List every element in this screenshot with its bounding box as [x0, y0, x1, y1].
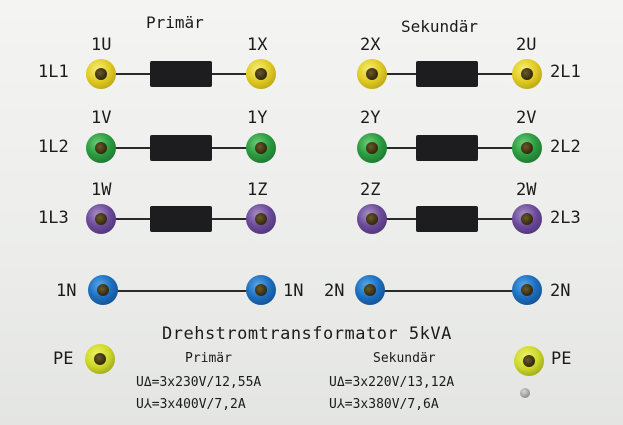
neutral-wire-secondary [376, 290, 531, 292]
jack-pe-left[interactable] [85, 344, 115, 374]
line-label-1n-right: 1N [283, 281, 304, 301]
primary-delta-rating: UΔ=3x230V/12,55A [136, 375, 262, 390]
secondary-winding-l3 [416, 206, 478, 232]
primary-star-rating: U⅄=3x400V/7,2A [136, 397, 246, 412]
primary-winding-l3 [150, 206, 212, 232]
jack-pe-right[interactable] [514, 346, 544, 376]
secondary-winding-l2 [416, 135, 478, 161]
jack-2x[interactable] [357, 59, 387, 89]
secondary-delta-rating: UΔ=3x220V/13,12A [329, 375, 455, 390]
line-label-2n-left: 2N [324, 281, 345, 301]
primary-winding-l2 [150, 135, 212, 161]
nameplate-title: Drehstromtransformator 5kVA [162, 324, 452, 344]
jack-2u[interactable] [512, 59, 542, 89]
jack-2y[interactable] [357, 133, 387, 163]
terminal-label-2x: 2X [360, 35, 381, 55]
jack-2n-right[interactable] [512, 275, 542, 305]
jack-1x[interactable] [246, 59, 276, 89]
line-label-1n-left: 1N [56, 281, 77, 301]
nameplate-secondary-label: Sekundär [373, 351, 436, 366]
jack-1n-right[interactable] [246, 275, 276, 305]
jack-2n-left[interactable] [355, 275, 385, 305]
jack-1u[interactable] [86, 59, 116, 89]
primary-header: Primär [146, 13, 204, 32]
terminal-label-1v: 1V [91, 108, 112, 128]
secondary-header: Sekundär [401, 17, 479, 36]
neutral-wire-primary [110, 290, 260, 292]
terminal-label-2y: 2Y [360, 108, 381, 128]
line-label-2l2: 2L2 [550, 137, 581, 157]
terminal-label-2u: 2U [516, 35, 537, 55]
pe-label-left: PE [53, 349, 74, 369]
terminal-label-1y: 1Y [247, 108, 268, 128]
mounting-screw [520, 388, 530, 398]
terminal-label-1w: 1W [91, 180, 112, 200]
pe-label-right: PE [551, 349, 572, 369]
line-label-2l3: 2L3 [550, 208, 581, 228]
jack-2w[interactable] [512, 204, 542, 234]
terminal-label-2z: 2Z [360, 180, 381, 200]
nameplate-primary-label: Primär [185, 351, 232, 366]
terminal-label-2w: 2W [516, 180, 537, 200]
secondary-star-rating: U⅄=3x380V/7,6A [329, 397, 439, 412]
jack-2z[interactable] [357, 204, 387, 234]
jack-1n-left[interactable] [88, 275, 118, 305]
terminal-label-2v: 2V [516, 108, 537, 128]
line-label-2n-right: 2N [550, 281, 571, 301]
terminal-label-1x: 1X [247, 35, 268, 55]
terminal-label-1z: 1Z [247, 180, 268, 200]
terminal-label-1u: 1U [91, 35, 112, 55]
primary-winding-l1 [150, 61, 212, 87]
line-label-1l1: 1L1 [38, 62, 69, 82]
line-label-2l1: 2L1 [550, 62, 581, 82]
line-label-1l3: 1L3 [38, 208, 69, 228]
jack-2v[interactable] [512, 133, 542, 163]
jack-1w[interactable] [86, 204, 116, 234]
jack-1v[interactable] [86, 133, 116, 163]
secondary-winding-l1 [416, 61, 478, 87]
jack-1y[interactable] [246, 133, 276, 163]
line-label-1l2: 1L2 [38, 137, 69, 157]
jack-1z[interactable] [246, 204, 276, 234]
